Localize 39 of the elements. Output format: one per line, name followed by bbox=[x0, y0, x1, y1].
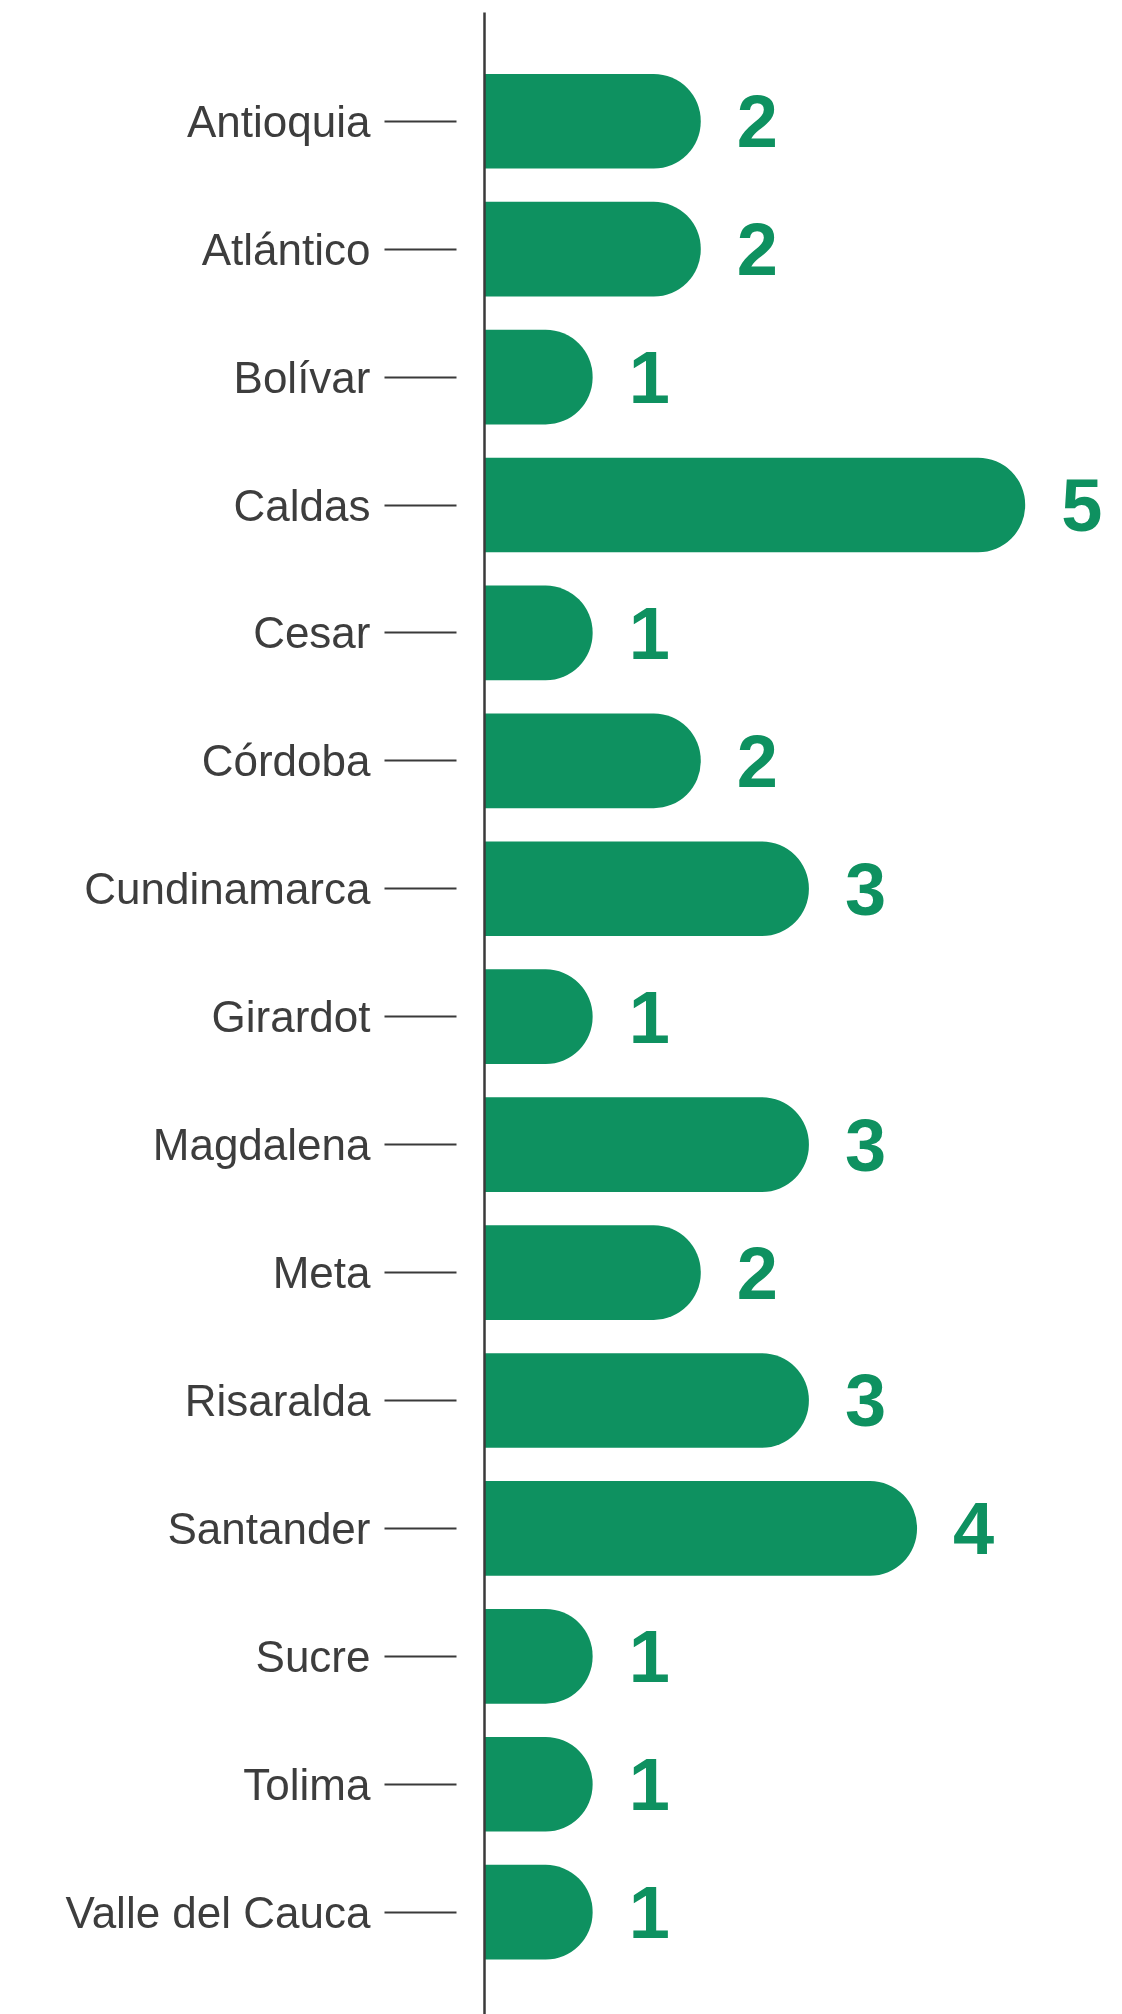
y-tick-label: Caldas bbox=[233, 480, 371, 530]
y-tick-label: Tolima bbox=[243, 1759, 372, 1809]
data-label: 2 bbox=[736, 208, 778, 292]
data-label: 4 bbox=[953, 1487, 995, 1571]
y-tick-label: Risaralda bbox=[184, 1375, 372, 1425]
y-tick-label: Córdoba bbox=[201, 736, 372, 786]
y-tick-label: Girardot bbox=[211, 992, 371, 1042]
bar bbox=[484, 841, 809, 937]
y-tick-label: Sucre bbox=[255, 1631, 371, 1681]
data-label: 1 bbox=[628, 975, 670, 1059]
data-label: 2 bbox=[736, 1231, 778, 1315]
bar bbox=[484, 1097, 809, 1192]
bar bbox=[484, 1225, 701, 1320]
bar bbox=[484, 713, 701, 809]
y-tick-label: Santander bbox=[167, 1503, 371, 1553]
y-tick-label: Atlántico bbox=[201, 224, 371, 274]
data-label: 2 bbox=[736, 80, 778, 164]
y-tick-label: Bolívar bbox=[233, 352, 371, 402]
data-label: 3 bbox=[844, 1359, 887, 1443]
data-label: 3 bbox=[844, 1103, 887, 1187]
data-label: 1 bbox=[628, 591, 670, 675]
data-label: 1 bbox=[628, 336, 670, 420]
y-tick-label: Antioquia bbox=[187, 96, 372, 146]
data-label: 1 bbox=[628, 1743, 670, 1827]
bar bbox=[484, 73, 701, 169]
data-label: 1 bbox=[628, 1871, 670, 1955]
data-label: 2 bbox=[736, 719, 778, 803]
bar bbox=[484, 1353, 809, 1448]
y-tick-label: Meta bbox=[272, 1248, 372, 1298]
data-label: 3 bbox=[844, 847, 887, 931]
y-tick-label: Magdalena bbox=[152, 1120, 372, 1170]
y-tick-label: Cundinamarca bbox=[84, 864, 372, 914]
y-tick-label: Cesar bbox=[253, 608, 371, 658]
data-label: 5 bbox=[1061, 464, 1103, 547]
bar bbox=[484, 201, 701, 297]
data-label: 1 bbox=[628, 1615, 670, 1699]
y-tick-label: Valle del Cauca bbox=[65, 1887, 372, 1937]
bar bbox=[484, 457, 1026, 553]
bar bbox=[484, 1481, 918, 1576]
